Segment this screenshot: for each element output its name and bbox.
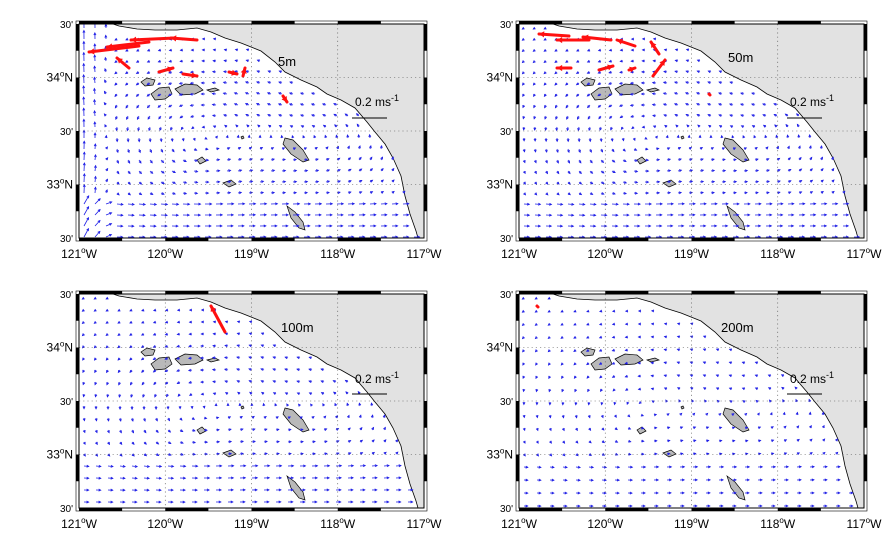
strong-current-arrow — [537, 306, 538, 307]
x-tick-label: 118oW — [320, 516, 356, 531]
map-panel-50m: 121oW 120oW 119oW 118oW 117oW 30' 34oN 30' 33oN 3… — [487, 20, 883, 261]
y-tick-label: 30' — [500, 234, 513, 245]
y-tick-label: 30' — [60, 504, 73, 515]
x-tick-label: 117oW — [407, 516, 443, 531]
y-tick-label: 30' — [60, 290, 73, 301]
x-tick-label: 119oW — [674, 516, 710, 531]
y-tick-label: 33oN — [487, 177, 513, 192]
x-tick-label: 121oW — [61, 246, 97, 261]
y-tick-label: 30' — [60, 234, 73, 245]
x-tick-label: 118oW — [320, 246, 356, 261]
x-tick-label: 121oW — [501, 246, 537, 261]
x-tick-label: 121oW — [61, 516, 97, 531]
y-tick-label: 33oN — [47, 447, 73, 462]
y-tick-label: 30' — [500, 20, 513, 31]
x-tick-label: 120oW — [147, 246, 183, 261]
depth-label: 100m — [281, 320, 314, 335]
x-tick-label: 120oW — [587, 246, 623, 261]
x-tick-label: 118oW — [760, 516, 796, 531]
y-tick-label: 34oN — [47, 70, 73, 85]
x-tick-label: 117oW — [407, 246, 443, 261]
island-tiny — [681, 406, 684, 409]
y-tick-label: 30' — [60, 127, 73, 138]
strong-current-arrow — [131, 38, 175, 40]
y-tick-label: 30' — [60, 397, 73, 408]
x-tick-label: 121oW — [501, 516, 537, 531]
x-tick-label: 119oW — [234, 516, 270, 531]
x-tick-label: 118oW — [760, 246, 796, 261]
x-tick-label: 117oW — [847, 516, 883, 531]
x-tick-label: 119oW — [234, 246, 270, 261]
map-panel-5m: 121oW 120oW 119oW 118oW 117oW 30' 34oN 30' 33oN 3… — [47, 19, 443, 261]
y-tick-label: 30' — [500, 504, 513, 515]
y-tick-label: 34oN — [487, 70, 513, 85]
y-tick-label: 30' — [500, 127, 513, 138]
strong-current-vectors — [537, 306, 538, 307]
y-tick-label: 30' — [500, 290, 513, 301]
map-panel-200m: 121oW 120oW 119oW 118oW 117oW 30' 34oN 30' 33oN 3… — [487, 290, 883, 531]
island-tiny — [681, 136, 684, 139]
y-tick-label: 30' — [500, 397, 513, 408]
depth-label: 5m — [278, 54, 296, 69]
x-tick-label: 120oW — [587, 516, 623, 531]
island-tiny — [241, 406, 244, 409]
x-tick-label: 117oW — [847, 246, 883, 261]
depth-label: 50m — [728, 50, 753, 65]
x-tick-label: 119oW — [674, 246, 710, 261]
x-tick-label: 120oW — [147, 516, 183, 531]
y-tick-label: 30' — [60, 20, 73, 31]
y-tick-label: 33oN — [47, 177, 73, 192]
y-tick-label: 34oN — [47, 340, 73, 355]
y-tick-label: 33oN — [487, 447, 513, 462]
y-tick-label: 34oN — [487, 340, 513, 355]
map-panel-100m: 121oW 120oW 119oW 118oW 117oW 30' 34oN 30' 33oN 3… — [47, 290, 443, 531]
depth-label: 200m — [721, 320, 754, 335]
island-tiny — [241, 136, 244, 139]
strong-current-arrow — [709, 94, 710, 95]
